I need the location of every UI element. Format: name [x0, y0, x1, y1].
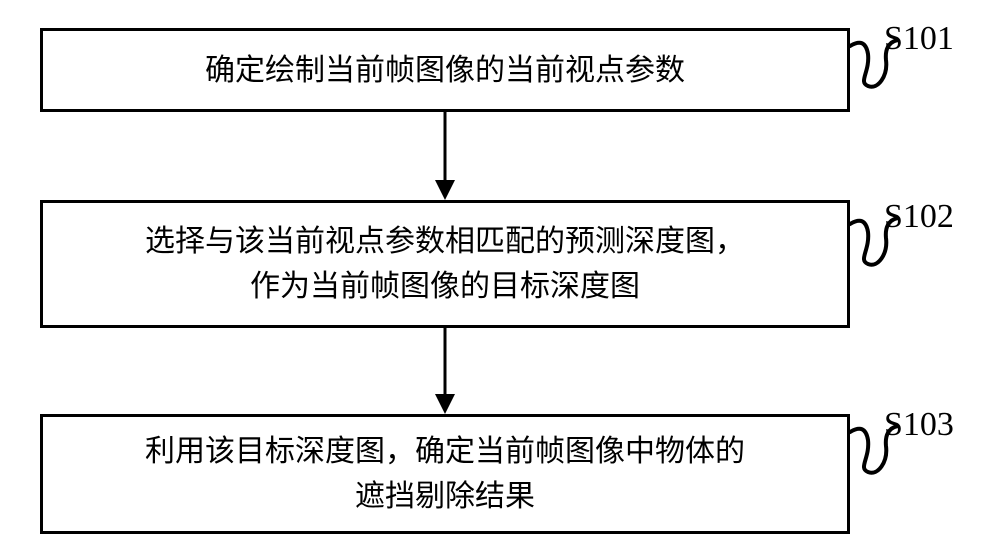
flow-step-1: 确定绘制当前帧图像的当前视点参数 [40, 28, 850, 112]
step-label-3: S103 [884, 406, 954, 444]
step-label-2: S102 [884, 198, 954, 236]
flowchart-canvas: 确定绘制当前帧图像的当前视点参数 S101 选择与该当前视点参数相匹配的预测深度… [0, 0, 1000, 539]
arrow-2 [429, 328, 461, 419]
flow-step-2: 选择与该当前视点参数相匹配的预测深度图， 作为当前帧图像的目标深度图 [40, 200, 850, 328]
flow-step-3: 利用该目标深度图，确定当前帧图像中物体的 遮挡剔除结果 [40, 414, 850, 534]
flow-step-2-text: 选择与该当前视点参数相匹配的预测深度图， 作为当前帧图像的目标深度图 [145, 219, 745, 309]
arrow-1 [429, 112, 461, 205]
flow-step-1-text: 确定绘制当前帧图像的当前视点参数 [205, 48, 685, 93]
flow-step-3-text: 利用该目标深度图，确定当前帧图像中物体的 遮挡剔除结果 [145, 429, 745, 519]
step-label-1: S101 [884, 20, 954, 58]
